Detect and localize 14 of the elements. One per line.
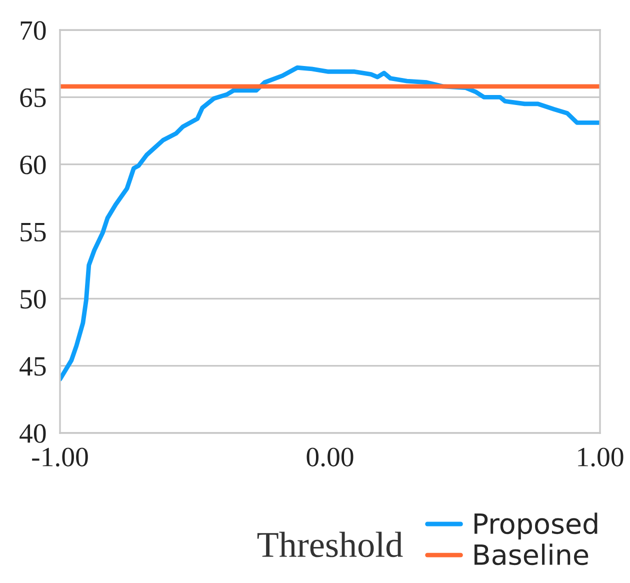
line-series <box>60 65 600 382</box>
x-axis-title: Threshold <box>257 532 403 558</box>
y-tick-label: 55 <box>20 222 46 242</box>
y-tick-label: 40 <box>20 424 46 443</box>
y-tick-label: 50 <box>20 290 46 309</box>
legend-label: Proposed <box>474 512 598 540</box>
legend-label: Baseline <box>474 544 588 566</box>
y-tick-label: 45 <box>20 357 46 376</box>
x-tick-label: 1.00 <box>578 448 624 467</box>
x-tick-label: -1.00 <box>32 448 88 467</box>
x-tick-label: 0.00 <box>306 448 354 467</box>
y-tick-label: 65 <box>20 88 46 108</box>
y-tick-label: 60 <box>20 156 46 174</box>
y-tick-label: 70 <box>20 21 46 40</box>
